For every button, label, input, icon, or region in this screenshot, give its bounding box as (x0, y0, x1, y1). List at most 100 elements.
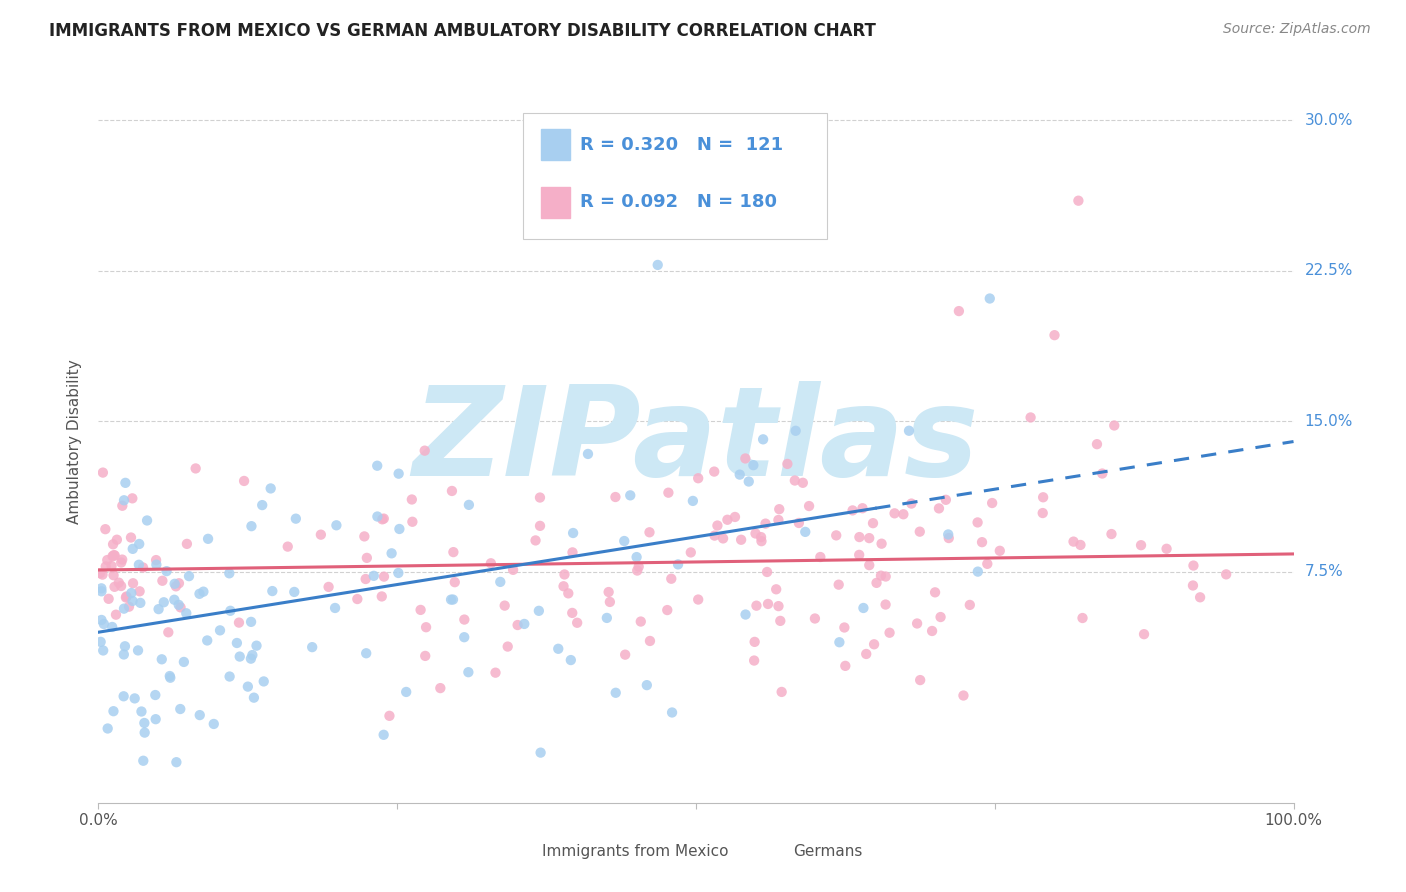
Point (104, 549, 127, 563)
Point (619, 488, 641, 502)
Point (318, 580, 340, 594)
Point (97, 722, 120, 736)
Point (596, 611, 619, 625)
Point (90, 635, 112, 649)
Point (132, 754, 155, 768)
Point (453, 630, 475, 644)
Point (159, 669, 181, 683)
Point (561, 606, 583, 620)
Point (626, 550, 648, 565)
Point (128, 584, 150, 599)
Point (744, 526, 766, 541)
Point (567, 615, 589, 630)
Point (309, 527, 332, 541)
Point (870, 568, 893, 582)
Point (112, 493, 135, 508)
Point (875, 598, 897, 612)
Point (547, 641, 569, 656)
Point (121, 491, 143, 506)
Point (938, 531, 960, 545)
Point (188, 708, 211, 723)
Point (134, 725, 156, 739)
Point (879, 625, 901, 640)
Point (115, 590, 138, 604)
Point (647, 258, 669, 272)
Point (776, 457, 799, 471)
Point (703, 528, 725, 542)
Point (250, 498, 273, 512)
Point (163, 576, 186, 591)
Point (108, 575, 131, 590)
Point (659, 572, 682, 586)
Point (657, 485, 679, 500)
Point (121, 594, 143, 608)
Point (679, 545, 702, 559)
Point (93, 617, 115, 632)
Point (233, 474, 256, 488)
Point (560, 653, 582, 667)
Point (792, 475, 814, 490)
Point (959, 598, 981, 612)
Point (924, 585, 946, 599)
Point (988, 543, 1011, 558)
Point (453, 613, 475, 627)
Point (165, 755, 187, 769)
Point (101, 537, 124, 551)
Point (413, 648, 436, 663)
Point (240, 519, 263, 533)
Point (91, 643, 114, 657)
Point (1101, 527, 1123, 541)
Point (785, 424, 807, 438)
Point (228, 615, 250, 630)
Point (808, 549, 831, 564)
Point (935, 492, 957, 507)
Point (229, 649, 252, 664)
Point (530, 746, 553, 760)
Point (236, 680, 259, 694)
Text: IMMIGRANTS FROM MEXICO VS GERMAN AMBULATORY DISABILITY CORRELATION CHART: IMMIGRANTS FROM MEXICO VS GERMAN AMBULAT… (49, 22, 876, 40)
Point (89, 566, 111, 581)
Point (883, 506, 905, 520)
Point (979, 292, 1001, 306)
Bar (762, 840, 787, 863)
Point (742, 458, 765, 473)
Text: R = 0.092   N = 180: R = 0.092 N = 180 (581, 194, 778, 211)
Point (165, 579, 187, 593)
Bar (541, 129, 571, 160)
Point (277, 540, 299, 554)
Point (1019, 410, 1042, 425)
Text: 7.5%: 7.5% (1305, 565, 1343, 580)
Point (1063, 534, 1085, 549)
Point (110, 579, 132, 593)
Point (100, 559, 122, 574)
Point (176, 537, 198, 551)
Point (862, 516, 884, 531)
Point (90, 582, 112, 596)
Text: Immigrants from Mexico: Immigrants from Mexico (541, 845, 728, 859)
Point (440, 592, 463, 607)
Point (1091, 467, 1114, 481)
Point (409, 603, 432, 617)
Point (415, 620, 437, 634)
Point (1043, 328, 1066, 343)
Point (413, 443, 436, 458)
Point (948, 304, 970, 318)
Point (936, 527, 959, 541)
Point (905, 616, 928, 631)
Point (134, 716, 156, 731)
Point (101, 620, 124, 634)
Point (103, 568, 125, 582)
Point (636, 678, 658, 692)
Text: 22.5%: 22.5% (1305, 263, 1353, 278)
Point (479, 556, 502, 570)
Point (103, 704, 125, 718)
Point (745, 599, 768, 613)
Point (751, 534, 773, 549)
Point (284, 511, 307, 525)
Point (529, 519, 551, 533)
Point (1069, 538, 1091, 552)
Point (851, 501, 873, 516)
Point (638, 525, 661, 540)
Point (378, 709, 401, 723)
Point (730, 533, 752, 547)
